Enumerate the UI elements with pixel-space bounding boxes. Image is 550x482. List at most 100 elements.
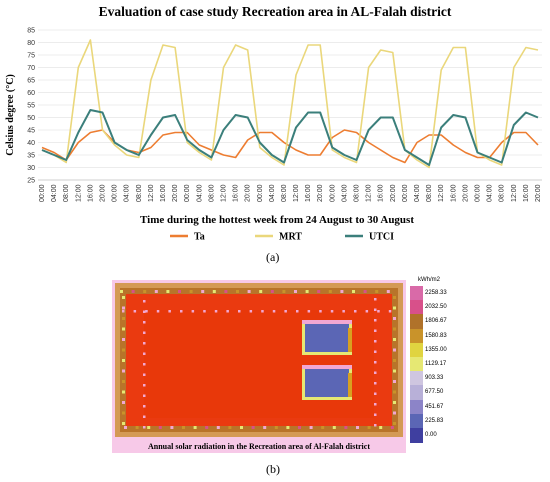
inner-cell <box>374 371 377 374</box>
x-tick-label: 12:00 <box>293 184 300 202</box>
x-tick-label: 08:00 <box>63 184 70 202</box>
x-tick-label: 12:00 <box>75 184 82 202</box>
x-tick-label: 04:00 <box>414 184 421 202</box>
inner-cell <box>143 331 146 334</box>
edge-cell <box>228 426 232 429</box>
inner-cell <box>249 310 253 313</box>
edge-cell <box>122 359 125 362</box>
edge-cell <box>120 290 123 293</box>
edge-cell <box>393 411 396 415</box>
edge-cell <box>286 426 290 429</box>
x-tick-label: 00:00 <box>112 184 119 202</box>
edge-cell <box>393 296 396 299</box>
y-tick-label: 80 <box>27 40 35 47</box>
x-tick-label: 08:00 <box>208 184 215 202</box>
scale-swatch <box>410 385 423 401</box>
edge-cell <box>158 426 162 429</box>
pool-1 <box>305 323 349 352</box>
edge-cell <box>363 290 367 293</box>
edge-cell <box>122 348 125 352</box>
scale-swatch <box>410 357 423 372</box>
x-tick-label: 04:00 <box>341 184 348 202</box>
edge-cell <box>122 369 125 373</box>
series-line-mrt <box>41 39 539 169</box>
scale-swatch <box>410 300 423 315</box>
edge-cell <box>393 317 396 320</box>
caption-b: (b) <box>266 462 280 476</box>
edge-cell <box>122 422 125 425</box>
edge-cell <box>247 290 251 293</box>
y-tick-label: 75 <box>27 53 35 60</box>
inner-cell <box>374 403 377 406</box>
x-tick-label: 12:00 <box>148 184 155 202</box>
line-chart: Evaluation of case study Recreation area… <box>5 4 542 243</box>
inner-cell <box>143 363 146 366</box>
x-tick-label: 20:00 <box>317 184 324 202</box>
x-tick-label: 00:00 <box>39 184 46 202</box>
scale-label: 903.33 <box>425 375 444 382</box>
y-tick-label: 45 <box>27 128 35 135</box>
x-tick-label: 12:00 <box>366 184 373 202</box>
inner-cell <box>374 319 377 322</box>
scale-swatch <box>410 428 423 443</box>
inner-cell <box>133 310 137 313</box>
edge-cell <box>201 290 205 293</box>
x-tick-label: 12:00 <box>220 184 227 202</box>
y-tick-label: 55 <box>27 103 35 110</box>
scale-label: 1355.00 <box>425 346 447 353</box>
edge-cell <box>309 426 313 429</box>
x-tick-label: 16:00 <box>87 184 94 202</box>
y-tick-label: 85 <box>27 28 35 35</box>
edge-cell <box>270 290 274 293</box>
edge-cell <box>274 426 278 429</box>
edge-cell <box>124 426 127 429</box>
edge-cell <box>178 290 181 293</box>
x-tick-label: 08:00 <box>499 184 506 202</box>
x-tick-label: 12:00 <box>438 184 445 202</box>
inner-cell <box>261 310 264 313</box>
inner-cell <box>180 310 183 313</box>
inner-cell <box>156 310 160 313</box>
x-tick-label: 08:00 <box>281 184 288 202</box>
edge-cell <box>393 401 396 404</box>
solar-radiation-map: Annual solar radiation in the Recreation… <box>112 280 406 453</box>
edge-cell <box>240 426 243 429</box>
scale-swatch <box>410 314 423 330</box>
x-tick-label: 16:00 <box>450 184 457 202</box>
x-tick-label: 00:00 <box>184 184 191 202</box>
edge-cell <box>166 290 170 293</box>
x-tick-label: 04:00 <box>196 184 203 202</box>
inner-cell <box>143 384 146 387</box>
scale-label: 451.67 <box>425 403 444 410</box>
inner-cell <box>143 352 146 355</box>
scale-label: 1580.83 <box>425 332 447 339</box>
y-axis-label: Celsius degree (°C) <box>5 74 16 156</box>
edge-cell <box>122 380 125 383</box>
pool-2 <box>305 368 349 397</box>
inner-cell <box>374 392 377 395</box>
edge-cell <box>340 290 344 293</box>
scale-label: 225.83 <box>425 417 444 424</box>
x-tick-label: 20:00 <box>390 184 397 202</box>
x-tick-label: 16:00 <box>305 184 312 202</box>
edge-cell <box>154 290 158 293</box>
y-tick-label: 65 <box>27 78 35 85</box>
edge-cell <box>189 290 193 293</box>
x-tick-label: 16:00 <box>378 184 385 202</box>
x-tick-label: 08:00 <box>426 184 433 202</box>
edge-cell <box>122 390 125 394</box>
inner-cell <box>374 361 377 364</box>
y-tick-label: 50 <box>27 115 35 122</box>
y-tick-label: 35 <box>27 153 35 160</box>
scale-label: 1806.67 <box>425 318 447 325</box>
edge-cell <box>375 290 379 293</box>
inner-cell <box>143 321 146 324</box>
edge-cell <box>236 290 239 293</box>
edge-cell <box>294 290 297 293</box>
inner-cell <box>284 310 287 313</box>
edge-cell <box>393 390 396 394</box>
inner-cell <box>272 310 276 313</box>
inner-cell <box>143 426 146 429</box>
edge-cell <box>386 290 390 293</box>
inner-cell <box>143 342 146 345</box>
